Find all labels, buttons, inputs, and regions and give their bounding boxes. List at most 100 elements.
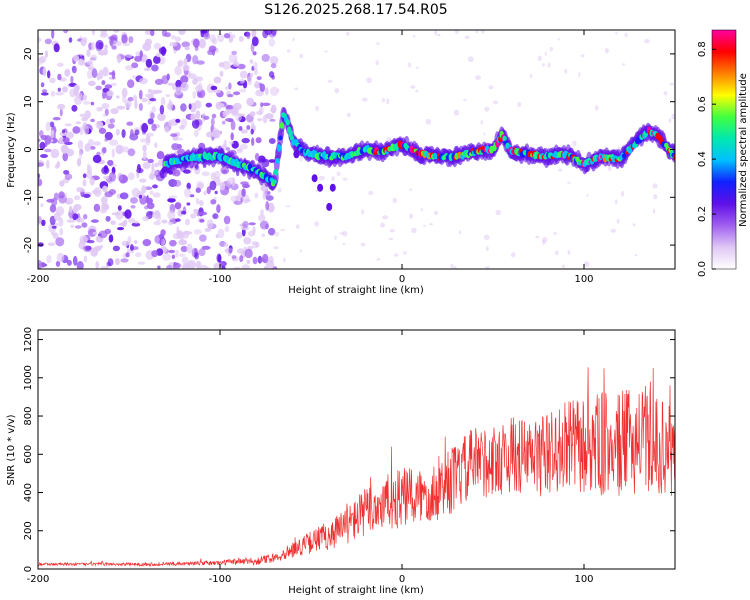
- noise-blob: [95, 261, 100, 269]
- noise-blob: [201, 171, 210, 177]
- noise-blob: [92, 154, 102, 164]
- noise-blob: [78, 59, 85, 66]
- noise-blob: [65, 201, 71, 205]
- noise-blob: [192, 90, 197, 99]
- noise-blob: [168, 195, 178, 199]
- noise-blob: [99, 244, 104, 249]
- noise-blob: [91, 68, 98, 79]
- noise-blob: [144, 186, 153, 190]
- noise-blob: [180, 103, 187, 112]
- noise-blob: [117, 205, 122, 211]
- noise-blob: [368, 190, 374, 196]
- x-tick-label: 100: [574, 574, 593, 585]
- noise-blob: [209, 34, 216, 43]
- x-tick-label: 0: [399, 274, 405, 285]
- noise-blob: [77, 140, 84, 150]
- noise-blob: [173, 179, 182, 187]
- noise-blob: [40, 92, 49, 96]
- noise-blob: [151, 106, 157, 113]
- noise-blob: [154, 234, 164, 244]
- noise-blob: [50, 130, 55, 135]
- noise-blob: [56, 252, 65, 263]
- noise-blob: [131, 187, 141, 198]
- noise-blob: [549, 46, 554, 52]
- noise-blob: [150, 112, 155, 120]
- noise-blob: [135, 51, 140, 57]
- noise-blob: [137, 261, 146, 265]
- noise-blob: [198, 38, 206, 49]
- noise-blob: [56, 161, 61, 168]
- noise-blob: [104, 108, 109, 116]
- noise-blob: [221, 120, 226, 125]
- noise-blob: [145, 93, 153, 98]
- noise-blob: [44, 135, 52, 145]
- noise-blob: [127, 79, 135, 89]
- noise-blob: [230, 120, 236, 131]
- noise-blob: [139, 77, 148, 85]
- noise-blob: [481, 30, 485, 34]
- noise-blob: [111, 70, 116, 80]
- noise-blob: [49, 121, 55, 128]
- noise-blob: [467, 56, 474, 63]
- noise-blob: [132, 75, 136, 79]
- noise-blob: [203, 115, 210, 120]
- noise-blob: [134, 129, 140, 136]
- noise-blob: [268, 71, 275, 78]
- noise-blob: [190, 213, 197, 219]
- noise-blob: [669, 82, 674, 86]
- snr-line: [38, 367, 675, 568]
- noise-blob: [386, 137, 392, 142]
- noise-blob: [270, 104, 277, 114]
- noise-blob: [133, 127, 141, 132]
- noise-blob: [50, 90, 56, 97]
- noise-blob: [139, 178, 147, 183]
- noise-blob: [139, 89, 143, 100]
- noise-blob: [95, 85, 102, 91]
- noise-blob: [230, 132, 234, 141]
- noise-blob: [241, 264, 251, 269]
- y-tick-label: 1200: [23, 327, 34, 352]
- noise-blob: [130, 197, 138, 204]
- noise-blob: [314, 221, 320, 227]
- noise-blob: [109, 139, 119, 146]
- noise-blob: [83, 125, 90, 136]
- noise-blob: [103, 113, 107, 118]
- noise-blob: [225, 147, 231, 151]
- noise-blob: [222, 169, 228, 174]
- noise-blob: [604, 48, 610, 54]
- noise-blob: [175, 79, 182, 88]
- ridge-blob: [293, 150, 300, 159]
- noise-blob: [89, 177, 95, 186]
- ridge-core: [275, 158, 280, 164]
- y-tick-label: 200: [23, 521, 34, 540]
- noise-blob: [425, 118, 432, 125]
- noise-blob: [261, 53, 270, 62]
- ridge-core: [672, 153, 675, 161]
- noise-blob: [141, 97, 148, 103]
- colorbar-tick-label: 0.6: [697, 96, 708, 112]
- noise-blob: [488, 85, 494, 90]
- noise-blob: [160, 229, 166, 236]
- noise-blob: [86, 49, 91, 57]
- noise-blob: [90, 101, 95, 106]
- noise-blob: [130, 129, 134, 138]
- colorbar-ticks: 0.0 0.2 0.4 0.6 0.8: [697, 41, 716, 277]
- noise-blob: [299, 249, 302, 253]
- noise-blob: [53, 43, 60, 53]
- noise-blob: [104, 138, 109, 142]
- noise-blob: [46, 159, 50, 169]
- noise-blob: [228, 82, 232, 90]
- noise-blob: [345, 31, 350, 36]
- noise-blob: [79, 126, 84, 136]
- noise-blob: [282, 257, 286, 263]
- noise-blob: [104, 131, 113, 141]
- noise-blob: [75, 121, 82, 125]
- noise-blob: [41, 219, 46, 226]
- noise-blob: [480, 120, 484, 125]
- noise-blob: [104, 44, 109, 49]
- noise-blob: [110, 82, 118, 86]
- noise-blob: [175, 86, 183, 96]
- noise-blob: [83, 193, 91, 198]
- noise-blob: [263, 266, 268, 269]
- y-tick-label: 20: [23, 48, 34, 61]
